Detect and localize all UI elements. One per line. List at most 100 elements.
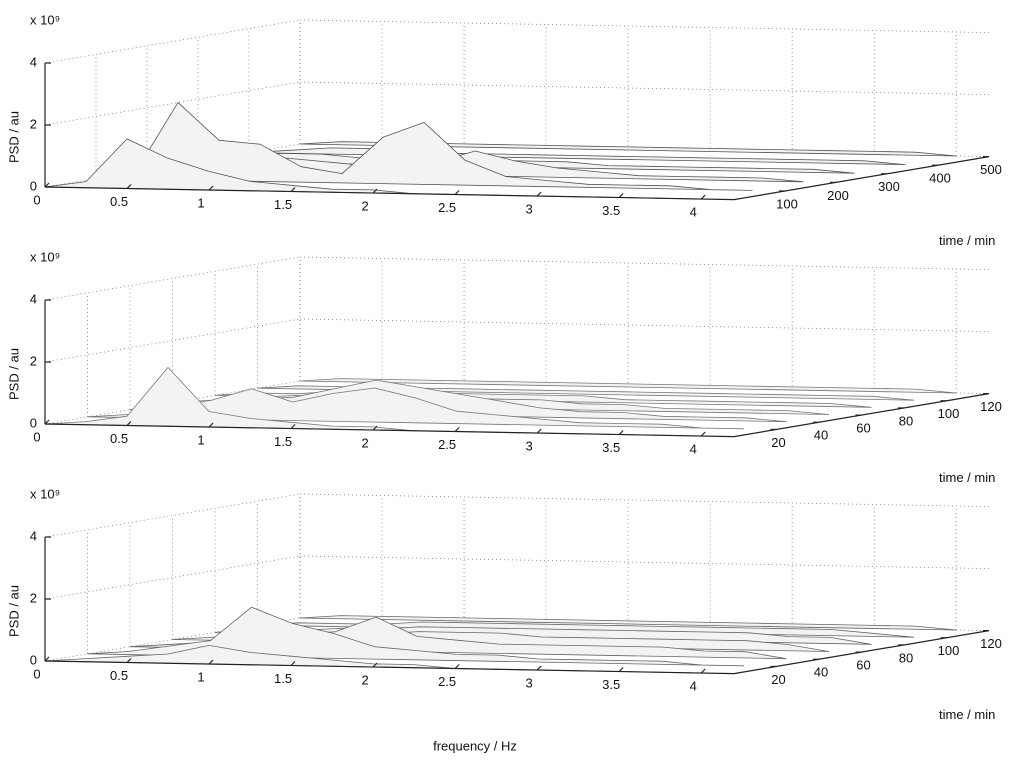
- surface-row: [87, 606, 745, 667]
- x-tick: [700, 194, 706, 200]
- grid-line: [299, 81, 990, 95]
- x-tick: [454, 427, 460, 432]
- x-tick: [372, 662, 378, 668]
- time-tick-label: 20: [771, 672, 785, 687]
- x-tick: [372, 188, 378, 194]
- grid-line: [44, 555, 301, 600]
- x-tick-label: 3.5: [602, 203, 620, 218]
- x-tick: [44, 656, 50, 662]
- x-tick: [618, 193, 624, 198]
- x-tick-label: 1: [197, 195, 204, 210]
- x-tick: [700, 668, 706, 674]
- grid-line: [44, 318, 301, 363]
- x-tick-label: 0: [33, 429, 40, 444]
- x-tick-label: 0.5: [110, 194, 128, 209]
- time-axis-label: time / min: [939, 707, 995, 722]
- x-tick: [536, 665, 542, 671]
- multiplier: x 10⁹: [30, 249, 60, 264]
- x-tick-label: 2: [361, 198, 368, 213]
- x-tick-label: 2.5: [438, 200, 456, 215]
- x-tick-label: 0: [33, 666, 40, 681]
- surface-row: [299, 615, 957, 631]
- x-axis-label: frequency / Hz: [433, 738, 517, 753]
- x-tick: [208, 422, 214, 428]
- x-tick-label: 0.5: [110, 431, 128, 446]
- z-tick-label: 2: [30, 353, 37, 368]
- time-tick-label: 60: [856, 658, 870, 673]
- x-tick: [290, 187, 296, 192]
- z-tick-label: 0: [30, 178, 37, 193]
- x-tick-label: 4: [690, 678, 697, 693]
- x-tick: [126, 658, 132, 663]
- x-tick: [536, 428, 542, 434]
- grid-line: [44, 19, 301, 64]
- grid-line: [299, 256, 990, 270]
- x-tick-label: 2.5: [438, 674, 456, 689]
- surface-row: [95, 102, 753, 191]
- x-tick: [454, 190, 460, 195]
- x-tick: [700, 431, 706, 437]
- time-axis-label: time / min: [939, 470, 995, 485]
- x-tick-label: 1.5: [274, 197, 292, 212]
- grid-line: [299, 318, 990, 332]
- time-tick-label: 400: [929, 171, 951, 186]
- x-tick: [44, 419, 50, 425]
- x-tick-label: 3.5: [602, 677, 620, 692]
- z-tick-label: 4: [30, 54, 37, 69]
- x-tick-label: 2: [361, 672, 368, 687]
- surface-row: [299, 378, 957, 394]
- x-tick: [454, 664, 460, 669]
- z-axis-label: PSD / au: [6, 585, 21, 637]
- x-tick: [126, 421, 132, 426]
- x-tick-label: 1: [197, 432, 204, 447]
- time-axis: [733, 156, 990, 201]
- x-tick-label: 4: [690, 204, 697, 219]
- grid-line: [299, 555, 990, 569]
- time-tick-label: 100: [776, 196, 798, 211]
- time-tick-label: 40: [814, 665, 828, 680]
- z-tick-label: 2: [30, 116, 37, 131]
- z-tick-label: 4: [30, 528, 37, 543]
- time-tick-label: 500: [980, 162, 1002, 177]
- time-tick-label: 80: [899, 413, 913, 428]
- time-tick-label: 20: [771, 435, 785, 450]
- time-tick-label: 200: [827, 188, 849, 203]
- x-axis: [44, 186, 735, 201]
- time-tick-label: 300: [878, 179, 900, 194]
- time-tick-label: 60: [856, 421, 870, 436]
- x-tick-label: 2.5: [438, 437, 456, 452]
- grid-line: [299, 493, 990, 507]
- x-tick: [208, 659, 214, 665]
- x-tick-label: 3.5: [602, 440, 620, 455]
- x-tick-label: 1: [197, 669, 204, 684]
- grid-line: [299, 19, 990, 33]
- z-tick-label: 0: [30, 652, 37, 667]
- x-tick-label: 4: [690, 441, 697, 456]
- z-tick-label: 0: [30, 415, 37, 430]
- x-tick: [290, 661, 296, 666]
- x-tick: [208, 185, 214, 191]
- x-tick: [126, 184, 132, 189]
- time-tick-label: 40: [814, 428, 828, 443]
- multiplier: x 10⁹: [30, 12, 60, 27]
- x-tick-label: 0.5: [110, 668, 128, 683]
- x-tick: [290, 424, 296, 429]
- z-axis-label: PSD / au: [6, 111, 21, 163]
- z-axis-label: PSD / au: [6, 348, 21, 400]
- x-tick: [372, 425, 378, 431]
- z-tick-label: 2: [30, 590, 37, 605]
- time-tick-label: 80: [899, 650, 913, 665]
- z-tick-label: 4: [30, 291, 37, 306]
- time-axis-label: time / min: [939, 233, 995, 248]
- x-tick-label: 3: [526, 438, 533, 453]
- x-tick-label: 1.5: [274, 434, 292, 449]
- x-tick: [536, 191, 542, 197]
- x-tick-label: 0: [33, 192, 40, 207]
- time-tick-label: 120: [980, 399, 1002, 414]
- x-tick: [44, 182, 50, 188]
- x-tick-label: 1.5: [274, 671, 292, 686]
- x-tick-label: 2: [361, 435, 368, 450]
- time-tick-label: 120: [980, 636, 1002, 651]
- x-tick-label: 3: [526, 201, 533, 216]
